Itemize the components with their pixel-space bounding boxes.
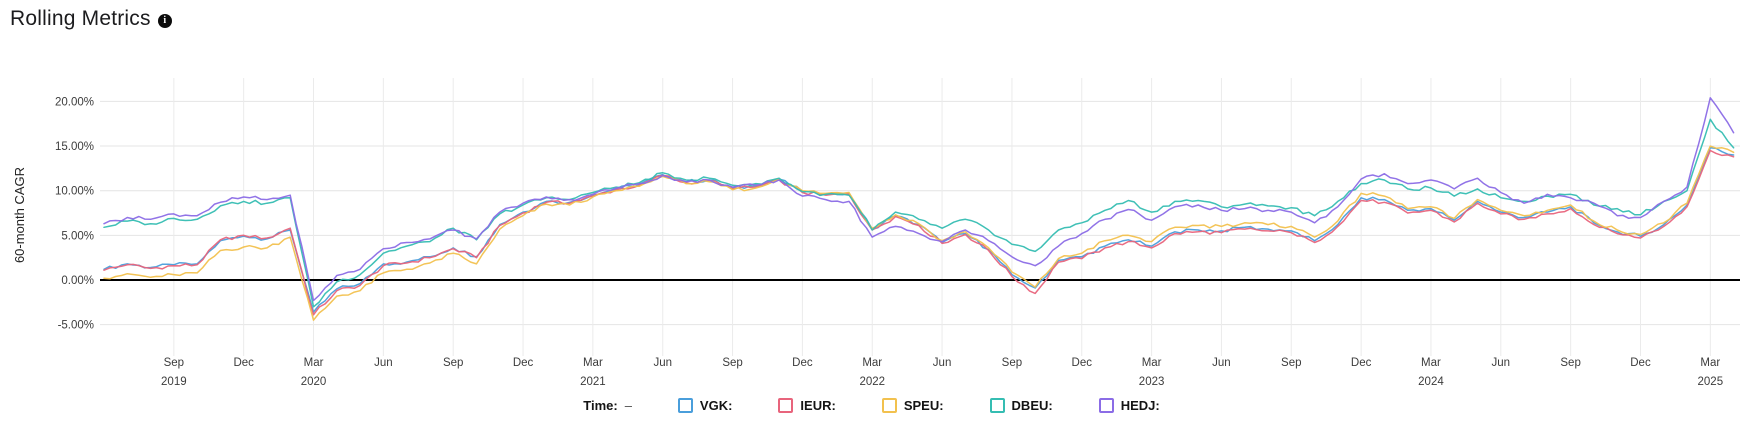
x-tick-year: 2021	[580, 376, 606, 388]
legend-label-hedj: HEDJ:	[1120, 398, 1160, 413]
x-tick-month: Mar	[1421, 357, 1441, 369]
x-tick-year: 2023	[1139, 376, 1165, 388]
x-tick-month: Jun	[933, 357, 952, 369]
y-tick-label: 0.00%	[61, 275, 94, 287]
x-tick-month: Sep	[443, 357, 463, 369]
chart-legend: Time: – VGK: IEUR: SPEU: DBEU: HEDJ:	[0, 398, 1743, 413]
y-tick-label: 15.00%	[55, 141, 94, 153]
y-axis-title: 60-month CAGR	[12, 167, 27, 263]
legend-item-speu: SPEU:	[881, 398, 944, 413]
x-tick-month: Dec	[1351, 357, 1372, 369]
legend-item-ieur: IEUR:	[778, 398, 836, 413]
legend-label-speu: SPEU:	[903, 398, 944, 413]
legend-swatch-vgk	[677, 398, 693, 413]
x-tick-month: Dec	[513, 357, 534, 369]
x-tick-month: Dec	[1630, 357, 1651, 369]
x-tick-month: Dec	[792, 357, 813, 369]
x-tick-year: 2025	[1698, 376, 1724, 388]
x-tick-month: Jun	[1212, 357, 1231, 369]
series-line-speu[interactable]	[103, 145, 1735, 321]
legend-time-label: Time:	[583, 398, 618, 413]
series-line-ieur[interactable]	[103, 149, 1735, 316]
y-tick-label: 5.00%	[61, 230, 94, 242]
x-tick-month: Sep	[1281, 357, 1301, 369]
legend-time-value: –	[624, 398, 632, 413]
chart-header: Rolling Metrics i	[10, 7, 172, 31]
x-tick-month: Jun	[653, 357, 672, 369]
x-tick-month: Mar	[1142, 357, 1162, 369]
x-tick-year: 2022	[859, 376, 885, 388]
y-tick-label: 10.00%	[55, 186, 94, 198]
legend-label-vgk: VGK:	[699, 398, 733, 413]
x-tick-month: Dec	[233, 357, 254, 369]
series-line-dbeu[interactable]	[103, 118, 1735, 308]
series-line-hedj[interactable]	[103, 97, 1735, 302]
x-tick-year: 2019	[161, 376, 187, 388]
x-tick-month: Mar	[862, 357, 882, 369]
legend-label-ieur: IEUR:	[800, 398, 836, 413]
x-tick-month: Dec	[1072, 357, 1093, 369]
x-tick-month: Mar	[304, 357, 324, 369]
y-tick-label: -5.00%	[58, 320, 94, 332]
legend-swatch-hedj	[1098, 398, 1114, 413]
x-tick-month: Jun	[1492, 357, 1511, 369]
legend-swatch-dbeu	[989, 398, 1005, 413]
x-tick-year: 2020	[301, 376, 327, 388]
legend-swatch-ieur	[778, 398, 794, 413]
x-tick-month: Mar	[583, 357, 603, 369]
x-tick-month: Sep	[722, 357, 742, 369]
x-tick-month: Mar	[1700, 357, 1720, 369]
x-tick-month: Sep	[1002, 357, 1022, 369]
x-tick-month: Sep	[164, 357, 184, 369]
y-tick-label: 20.00%	[55, 96, 94, 108]
page-title: Rolling Metrics	[10, 7, 151, 30]
x-tick-year: 2024	[1418, 376, 1444, 388]
legend-label-dbeu: DBEU:	[1011, 398, 1053, 413]
legend-item-dbeu: DBEU:	[989, 398, 1053, 413]
legend-item-hedj: HEDJ:	[1098, 398, 1160, 413]
legend-item-vgk: VGK:	[677, 398, 733, 413]
legend-item-time: Time: –	[583, 398, 632, 413]
info-icon[interactable]: i	[157, 13, 172, 28]
x-tick-month: Jun	[374, 357, 393, 369]
legend-swatch-speu	[881, 398, 897, 413]
x-tick-month: Sep	[1560, 357, 1580, 369]
